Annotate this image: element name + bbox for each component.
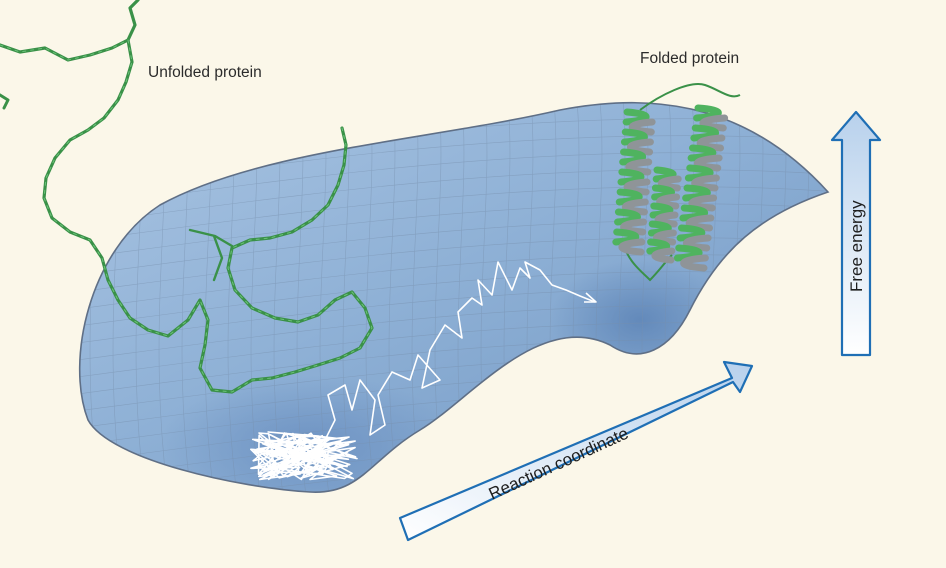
energy-surface	[78, 101, 830, 493]
reaction-coordinate-label: Reaction coordinate	[486, 424, 631, 504]
folding-trajectory	[250, 261, 597, 481]
unfolded-protein-chain	[0, 0, 374, 394]
folded-protein-helices	[612, 83, 741, 282]
folded-protein-label: Folded protein	[640, 50, 740, 67]
unfolded-protein-label: Unfolded protein	[148, 64, 262, 81]
free-energy-label: Free energy	[847, 200, 866, 292]
free-energy-arrow: Free energy	[830, 110, 882, 357]
